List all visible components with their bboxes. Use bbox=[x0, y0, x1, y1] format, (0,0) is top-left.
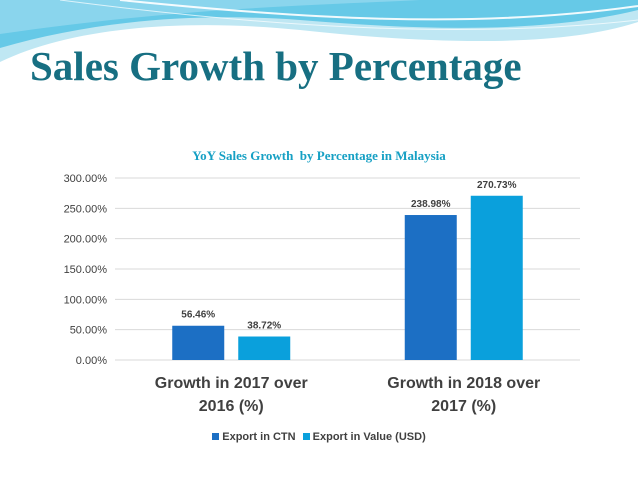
legend: Export in CTN Export in Value (USD) bbox=[0, 431, 638, 443]
bar bbox=[470, 195, 523, 360]
y-tick-label: 50.00% bbox=[70, 325, 108, 337]
bar bbox=[238, 336, 291, 360]
y-tick-label: 150.00% bbox=[64, 264, 108, 276]
x-tick-label: Growth in 2018 over bbox=[387, 375, 540, 392]
legend-label-export-ctn: Export in CTN bbox=[222, 431, 296, 443]
data-label: 38.72% bbox=[247, 321, 281, 332]
legend-item-export-value: Export in Value (USD) bbox=[302, 431, 426, 443]
bars: 56.46% 38.72% 238.98% 270.73% bbox=[172, 180, 523, 360]
y-tick-label: 300.00% bbox=[64, 173, 108, 185]
header-wave-decoration bbox=[0, 0, 638, 62]
x-tick-label: Growth in 2017 over bbox=[155, 375, 308, 392]
x-tick-label: 2016 (%) bbox=[199, 398, 264, 415]
y-tick-label: 200.00% bbox=[64, 234, 108, 246]
legend-label-export-value: Export in Value (USD) bbox=[312, 431, 426, 443]
legend-swatch-export-value bbox=[302, 433, 310, 440]
chart-title: YoY Sales Growth by Percentage in Malays… bbox=[192, 148, 446, 163]
legend-swatch-export-ctn bbox=[212, 433, 220, 440]
y-tick-label: 0.00% bbox=[76, 355, 107, 367]
data-label: 238.98% bbox=[411, 199, 451, 210]
data-label: 56.46% bbox=[181, 310, 215, 321]
bar bbox=[404, 215, 457, 360]
y-tick-label: 250.00% bbox=[64, 203, 108, 215]
legend-item-export-ctn: Export in CTN bbox=[212, 431, 296, 443]
slide-title: Sales Growth by Percentage bbox=[30, 43, 522, 89]
x-tick-label: 2017 (%) bbox=[431, 398, 496, 415]
y-axis: 0.00% 50.00% 100.00% 150.00% 200.00% 250.00% 3… bbox=[64, 173, 108, 367]
bar bbox=[172, 325, 225, 360]
x-axis: Growth in 2017 over 2016 (%) Growth in 201… bbox=[155, 375, 540, 415]
data-label: 270.73% bbox=[477, 180, 517, 191]
y-tick-label: 100.00% bbox=[64, 294, 108, 306]
